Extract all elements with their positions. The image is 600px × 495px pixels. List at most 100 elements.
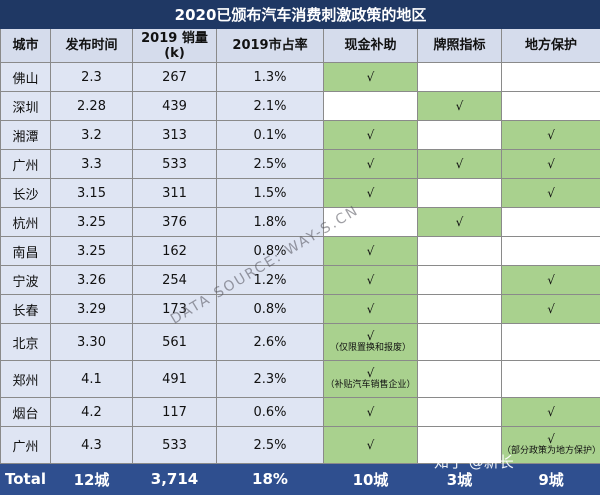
sales-cell: 162 bbox=[133, 237, 217, 266]
plate-quota-cell: √ bbox=[418, 208, 502, 237]
cash-subsidy-cell: √ bbox=[324, 150, 418, 179]
date-cell: 4.1 bbox=[51, 361, 133, 398]
header-row: 城市 发布时间 2019 销量 (k) 2019市占率 现金补助 牌照指标 地方… bbox=[1, 29, 600, 63]
city-cell: 长沙 bbox=[1, 179, 51, 208]
total-share: 18% bbox=[217, 464, 324, 495]
check-mark: √ bbox=[502, 129, 600, 142]
city-cell: 杭州 bbox=[1, 208, 51, 237]
city-cell: 北京 bbox=[1, 324, 51, 361]
sales-cell: 311 bbox=[133, 179, 217, 208]
check-mark: √ bbox=[324, 71, 417, 84]
sales-cell: 117 bbox=[133, 398, 217, 427]
city-cell: 深圳 bbox=[1, 92, 51, 121]
date-cell: 4.2 bbox=[51, 398, 133, 427]
title-row: 2020已颁布汽车消费刺激政策的地区 bbox=[1, 1, 600, 29]
policy-note: （补贴汽车销售企业） bbox=[324, 380, 417, 391]
cash-subsidy-cell: √ bbox=[324, 295, 418, 324]
table-title: 2020已颁布汽车消费刺激政策的地区 bbox=[1, 1, 600, 29]
plate-quota-cell bbox=[418, 398, 502, 427]
cash-subsidy-cell: √ bbox=[324, 398, 418, 427]
plate-quota-cell: √ bbox=[418, 92, 502, 121]
check-mark: √ bbox=[324, 439, 417, 452]
date-cell: 3.15 bbox=[51, 179, 133, 208]
local-protection-cell bbox=[502, 324, 600, 361]
date-cell: 2.3 bbox=[51, 63, 133, 92]
header-cash: 现金补助 bbox=[324, 29, 418, 63]
header-local: 地方保护 bbox=[502, 29, 600, 63]
check-mark: √ bbox=[324, 245, 417, 258]
sales-cell: 491 bbox=[133, 361, 217, 398]
local-protection-cell: √ bbox=[502, 295, 600, 324]
total-cash: 10城 bbox=[324, 464, 418, 495]
share-cell: 2.6% bbox=[217, 324, 324, 361]
check-mark: √ bbox=[324, 406, 417, 419]
header-plate: 牌照指标 bbox=[418, 29, 502, 63]
policy-note: （仅限置换和报废） bbox=[324, 343, 417, 354]
check-mark: √ bbox=[324, 274, 417, 287]
sales-cell: 561 bbox=[133, 324, 217, 361]
date-cell: 3.30 bbox=[51, 324, 133, 361]
sales-cell: 173 bbox=[133, 295, 217, 324]
date-cell: 3.25 bbox=[51, 237, 133, 266]
plate-quota-cell bbox=[418, 63, 502, 92]
local-protection-cell: √ bbox=[502, 398, 600, 427]
cash-subsidy-cell: √ bbox=[324, 179, 418, 208]
sales-cell: 313 bbox=[133, 121, 217, 150]
share-cell: 1.2% bbox=[217, 266, 324, 295]
check-mark: √ bbox=[502, 158, 600, 171]
policy-note: （部分政策为地方保护） bbox=[502, 446, 600, 457]
local-protection-cell bbox=[502, 63, 600, 92]
check-mark: √ bbox=[502, 406, 600, 419]
share-cell: 0.1% bbox=[217, 121, 324, 150]
cash-subsidy-cell: √ bbox=[324, 427, 418, 464]
date-cell: 3.3 bbox=[51, 150, 133, 179]
local-protection-cell: √（部分政策为地方保护） bbox=[502, 427, 600, 464]
header-city: 城市 bbox=[1, 29, 51, 63]
plate-quota-cell bbox=[418, 237, 502, 266]
check-mark: √ bbox=[324, 129, 417, 142]
local-protection-cell bbox=[502, 237, 600, 266]
check-mark: √ bbox=[418, 158, 501, 171]
date-cell: 3.25 bbox=[51, 208, 133, 237]
sales-cell: 254 bbox=[133, 266, 217, 295]
check-mark: √ bbox=[324, 367, 417, 380]
share-cell: 0.8% bbox=[217, 237, 324, 266]
local-protection-cell: √ bbox=[502, 121, 600, 150]
check-mark: √ bbox=[324, 158, 417, 171]
local-protection-cell: √ bbox=[502, 179, 600, 208]
share-cell: 2.5% bbox=[217, 427, 324, 464]
cash-subsidy-cell bbox=[324, 208, 418, 237]
city-cell: 郑州 bbox=[1, 361, 51, 398]
date-cell: 3.2 bbox=[51, 121, 133, 150]
total-sales: 3,714 bbox=[133, 464, 217, 495]
city-cell: 广州 bbox=[1, 427, 51, 464]
share-cell: 0.8% bbox=[217, 295, 324, 324]
check-mark: √ bbox=[502, 274, 600, 287]
sales-cell: 439 bbox=[133, 92, 217, 121]
local-protection-cell: √ bbox=[502, 150, 600, 179]
plate-quota-cell bbox=[418, 121, 502, 150]
cash-subsidy-cell: √ bbox=[324, 237, 418, 266]
plate-quota-cell bbox=[418, 266, 502, 295]
city-cell: 烟台 bbox=[1, 398, 51, 427]
check-mark: √ bbox=[502, 303, 600, 316]
plate-quota-cell: √ bbox=[418, 150, 502, 179]
check-mark: √ bbox=[418, 216, 501, 229]
share-cell: 2.3% bbox=[217, 361, 324, 398]
sales-cell: 376 bbox=[133, 208, 217, 237]
local-protection-cell: √ bbox=[502, 266, 600, 295]
date-cell: 3.26 bbox=[51, 266, 133, 295]
header-share: 2019市占率 bbox=[217, 29, 324, 63]
total-local: 9城 bbox=[502, 464, 600, 495]
city-cell: 长春 bbox=[1, 295, 51, 324]
sales-cell: 533 bbox=[133, 427, 217, 464]
